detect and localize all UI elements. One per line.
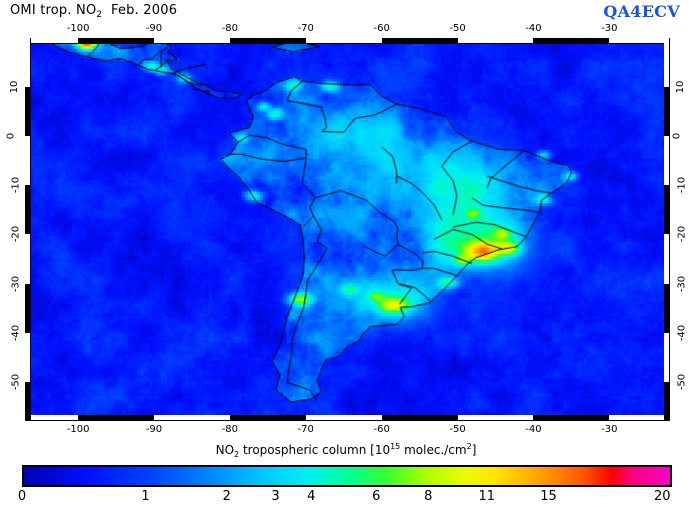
lon-tick-label-bottom: -50 — [449, 424, 466, 435]
lat-tick-label-left: -10 — [10, 177, 22, 194]
colorbar-tick-label: 1 — [141, 489, 150, 504]
lat-tick-label-right: 10 — [674, 80, 686, 94]
lat-tick-label-right: -40 — [676, 324, 688, 341]
no2-heatmap-canvas — [27, 40, 668, 419]
lat-tick-label-right: -50 — [676, 373, 688, 390]
colorbar-tick-label: 8 — [424, 489, 433, 504]
lon-tick-label-bottom: -60 — [373, 424, 390, 435]
lon-tick-label-top: -30 — [601, 23, 618, 34]
page-title: OMI trop. NO2 Feb. 2006 — [10, 3, 178, 20]
lat-tick-label-right: -10 — [676, 177, 688, 194]
lon-tick-label-bottom: -70 — [297, 424, 314, 435]
colorbar-tick-label: 0 — [17, 489, 27, 504]
lat-tick-label-left: -20 — [10, 226, 22, 243]
lon-tick-label-bottom: -30 — [601, 424, 618, 435]
lon-tick-label-bottom: -40 — [525, 424, 542, 435]
lat-tick-label-left: -40 — [10, 324, 22, 341]
lon-tick-label-top: -80 — [221, 23, 239, 34]
lat-tick-label-left: -50 — [10, 373, 22, 390]
cb-title-exp2: 2 — [466, 442, 472, 451]
lat-tick-label-left: 10 — [8, 80, 20, 94]
colorbar-tick-label: 6 — [372, 489, 381, 504]
lon-tick-label-top: -90 — [145, 23, 163, 34]
colorbar-tick-label: 4 — [307, 489, 316, 504]
colorbar-tick-label: 2 — [222, 489, 231, 504]
lat-tick-label-right: 0 — [671, 133, 683, 140]
title-date: Feb. 2006 — [111, 3, 178, 18]
lat-tick-label-left: -30 — [10, 275, 22, 292]
colorbar-gradient — [24, 467, 670, 485]
lon-tick-label-top: -100 — [66, 23, 90, 34]
colorbar-tick-label: 15 — [540, 489, 557, 504]
lon-tick-label-bottom: -80 — [221, 424, 239, 435]
qa4ecv-logo: QA4ECV — [603, 2, 680, 21]
cb-title-end: ] — [471, 443, 477, 457]
cb-title-species: NO — [215, 443, 235, 457]
colorbar-tick-label: 11 — [478, 489, 496, 504]
lon-tick-label-bottom: -90 — [145, 424, 163, 435]
lon-tick-label-top: -40 — [525, 23, 542, 34]
colorbar-title: NO2 tropospheric column [1015 molec./cm2… — [0, 442, 692, 459]
colorbar[interactable] — [22, 465, 672, 487]
colorbar-tick-label: 3 — [271, 489, 280, 504]
title-subscript: 2 — [96, 10, 103, 20]
lat-tick-label-right: -20 — [676, 226, 688, 243]
cb-title-exp: 15 — [390, 442, 401, 451]
title-species: OMI trop. NO — [10, 3, 97, 18]
lat-tick-label-right: -30 — [676, 275, 688, 292]
lon-tick-label-bottom: -100 — [66, 424, 90, 435]
map-plot-area[interactable] — [25, 38, 670, 421]
lon-tick-label-top: -60 — [373, 23, 390, 34]
lon-tick-label-top: -70 — [297, 23, 314, 34]
cb-title-post: molec./cm — [400, 443, 467, 457]
cb-title-mid: tropospheric column [10 — [239, 443, 391, 457]
colorbar-tick-label: 20 — [653, 489, 671, 504]
lon-tick-label-top: -50 — [449, 23, 466, 34]
cb-title-sub: 2 — [234, 450, 240, 459]
lat-tick-label-left: 0 — [5, 133, 17, 140]
